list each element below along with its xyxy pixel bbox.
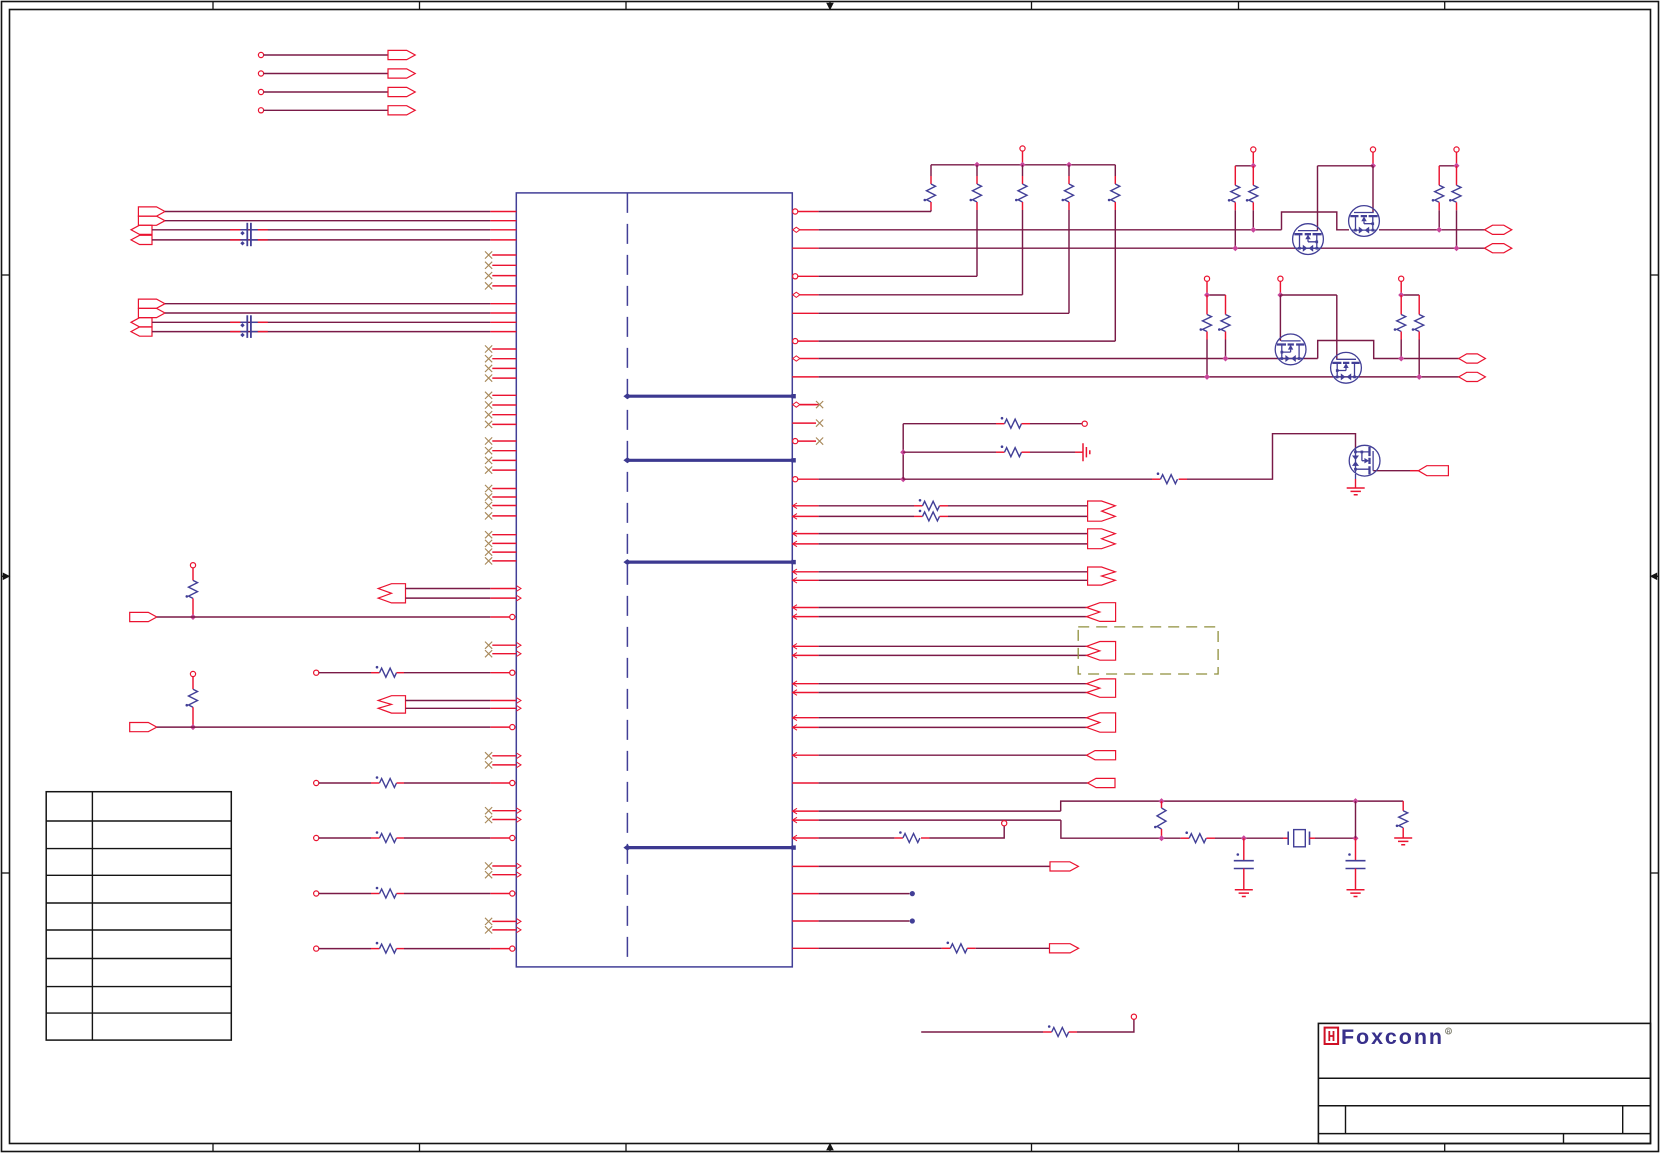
svg-text:Foxconn: Foxconn bbox=[1341, 1025, 1444, 1049]
svg-text:R: R bbox=[1447, 1029, 1451, 1035]
